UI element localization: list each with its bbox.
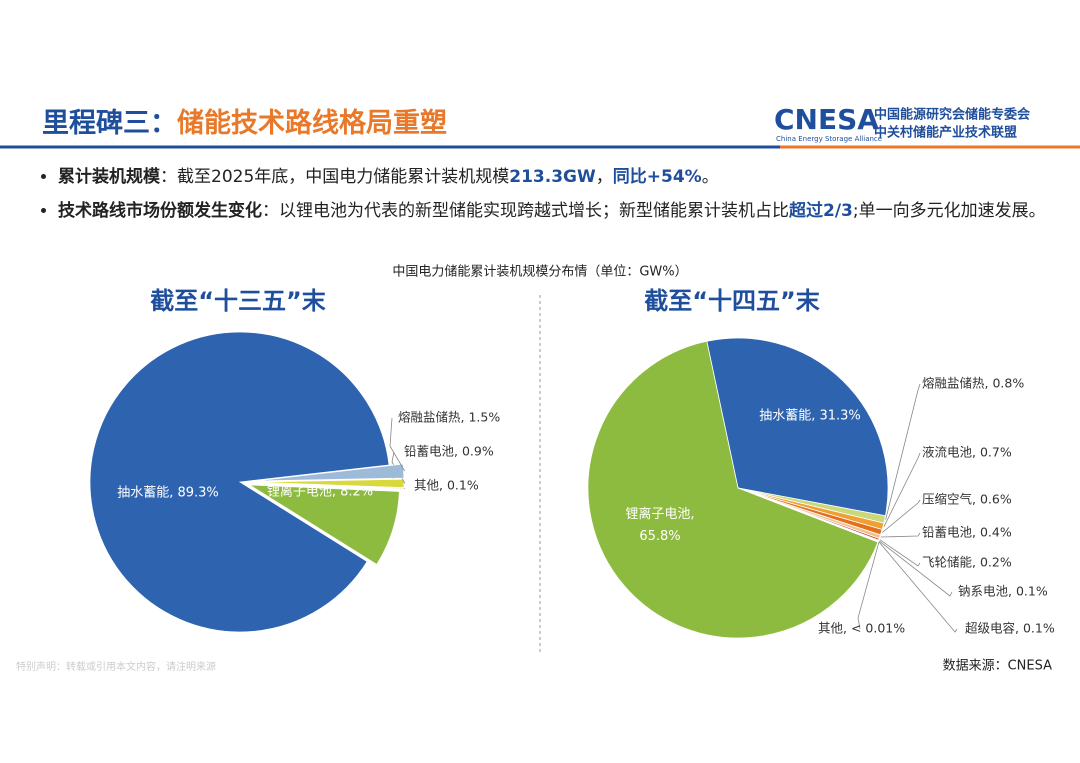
slice-label: 铅蓄电池, 0.4% [922, 525, 1012, 540]
leader-line [880, 532, 921, 538]
pie-slice [253, 463, 405, 482]
bullet: 累计装机规模：截至2025年底，中国电力储能累计装机规模213.3GW，同比+5… [58, 164, 1068, 191]
slice-label: 熔融盐储热, 0.8% [922, 376, 1024, 391]
footnote: 特别声明：转载或引用本文内容，请注明来源 [16, 660, 216, 673]
pie-slice [89, 331, 390, 633]
org-line: 中国能源研究会储能专委会 [874, 107, 1031, 123]
bullet-text: ， [595, 167, 613, 187]
slice-label: 锂离子电池, 65.8% [625, 506, 694, 544]
leader-line [879, 539, 921, 567]
bullet-text: 技术路线市场份额发生变化 [58, 201, 262, 221]
leader-line [885, 383, 921, 520]
slice-label: 飞轮储能, 0.2% [922, 555, 1012, 570]
slice-label: 超级电容, 0.1% [965, 621, 1055, 636]
leader-line [389, 417, 405, 472]
bullet-text: ;单一向多元化加速发展。 [852, 201, 1046, 221]
slice-label-line: 锂离子电池, [625, 506, 694, 522]
leader-line [878, 541, 958, 633]
bullet-text: 213.3GW [509, 167, 596, 187]
bullet-text: 超过2/3 [789, 201, 853, 221]
slice-label: 压缩空气, 0.6% [922, 492, 1012, 507]
leader-line [879, 540, 953, 597]
pie-slice [253, 478, 405, 489]
title-part: 储能技术路线格局重塑 [177, 107, 447, 139]
logo: CNESA [774, 103, 879, 136]
bullet-text: ：截至2025年底，中国电力储能累计装机规模 [160, 167, 510, 187]
figure-title: 中国电力储能累计装机规模分布情（单位：GW%） [392, 265, 687, 280]
bullet-list: 累计装机规模：截至2025年底，中国电力储能累计装机规模213.3GW，同比+5… [34, 164, 1068, 232]
bullet-text: ：以锂电池为代表的新型储能实现跨越式增长；新型储能累计装机占比 [262, 201, 789, 221]
slice-label: 其他, < 0.01% [818, 621, 905, 636]
slice-label: 锂离子电池, 8.2% [267, 484, 373, 500]
source: 数据来源：CNESA [943, 659, 1053, 674]
title-part: 里程碑三： [42, 108, 177, 139]
leader-line [883, 452, 921, 527]
slice-label: 铅蓄电池, 0.9% [404, 444, 494, 459]
slice-label: 抽水蓄能, 31.3% [759, 409, 861, 424]
chart-title: 截至“十三五”末 [150, 287, 327, 315]
slice-label: 抽水蓄能, 89.3% [117, 486, 219, 501]
slice-label: 钠系电池, 0.1% [958, 584, 1048, 599]
bullet-text: 同比+54% [612, 167, 702, 187]
logo-sub: China Energy Storage Alliance [776, 135, 882, 143]
bullet: 技术路线市场份额发生变化：以锂电池为代表的新型储能实现跨越式增长；新型储能累计装… [58, 198, 1068, 225]
bullet-text: 。 [701, 167, 719, 187]
slice-label: 熔融盐储热, 1.5% [398, 410, 500, 425]
slice-label: 其他, 0.1% [414, 478, 479, 493]
chart-title: 截至“十四五”末 [644, 287, 821, 315]
pie-slice [706, 337, 889, 517]
slice-label-line: 65.8% [639, 529, 680, 544]
pie-slice [248, 484, 400, 566]
leader-line [882, 499, 921, 533]
slide-title: 里程碑三：储能技术路线格局重塑 [42, 107, 447, 139]
slice-label: 液流电池, 0.7% [922, 445, 1012, 460]
pie-slice [587, 340, 879, 639]
org-line: 中关村储能产业技术联盟 [874, 125, 1017, 141]
leader-line [857, 542, 880, 630]
bullet-text: 累计装机规模 [58, 167, 160, 187]
